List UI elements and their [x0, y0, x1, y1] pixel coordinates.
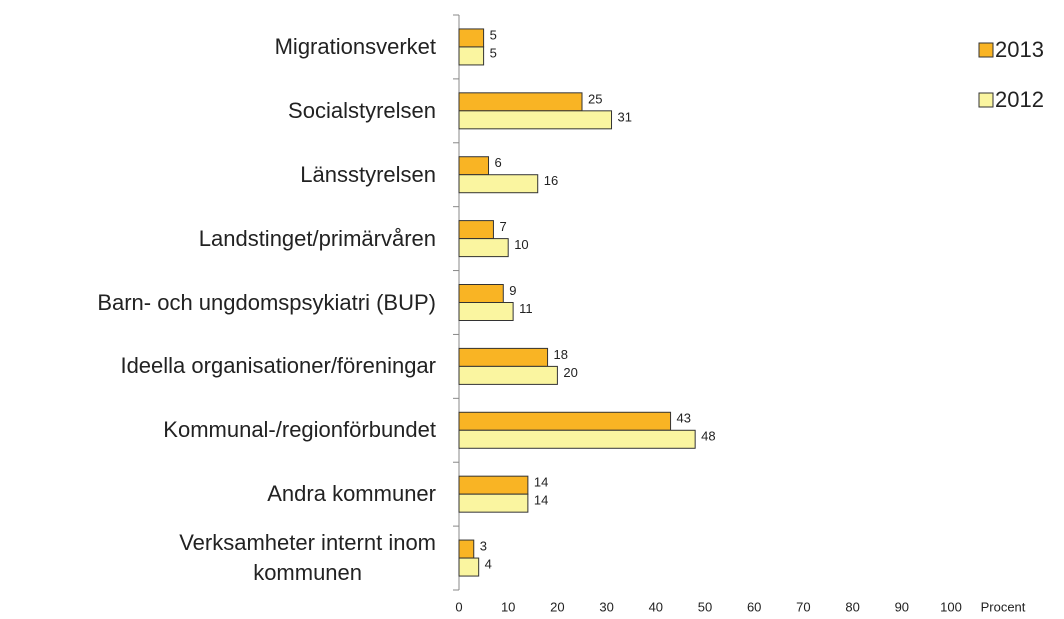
x-tick-label: 0: [455, 599, 462, 614]
data-label: 6: [495, 155, 502, 170]
data-label: 9: [509, 283, 516, 298]
data-label: 10: [514, 237, 528, 252]
bar: [458, 493, 529, 513]
data-label: 48: [701, 429, 715, 444]
y-tick-label: Socialstyrelsen: [288, 97, 436, 123]
bar: [458, 156, 490, 176]
bar: [458, 174, 539, 194]
y-tick-label: Landstinget/primärvåren: [198, 225, 436, 251]
bar: [458, 539, 475, 559]
data-label: 43: [677, 411, 691, 426]
data-label: 20: [563, 365, 577, 380]
legend-label: 2013: [995, 37, 1044, 62]
bar: [458, 110, 613, 130]
x-axis-label: Procent: [981, 599, 1026, 614]
y-tick-label: Länsstyrelsen: [300, 161, 436, 187]
x-tick-label: 50: [698, 599, 712, 614]
bar: [458, 429, 696, 449]
bar: [458, 302, 514, 321]
bar: [458, 46, 485, 66]
legend-swatch: [978, 42, 994, 58]
bar: [458, 28, 485, 48]
y-tick-label: Andra kommuner: [267, 481, 436, 507]
data-label: 18: [554, 347, 568, 362]
x-tick-label: 90: [895, 599, 909, 614]
bar: [458, 238, 509, 258]
legend-swatch: [978, 92, 994, 108]
data-label: 5: [490, 27, 497, 42]
data-label: 16: [544, 173, 558, 188]
bar: [458, 475, 529, 495]
x-tick-label: 40: [649, 599, 663, 614]
data-label: 25: [588, 91, 602, 106]
y-tick-label: Verksamheter internt inom kommunen: [179, 530, 436, 586]
data-label: 4: [485, 556, 492, 571]
legend-label: 2012: [995, 87, 1044, 112]
data-label: 14: [534, 493, 548, 508]
bar: [458, 347, 549, 367]
bar: [458, 411, 672, 431]
x-tick-label: 30: [599, 599, 613, 614]
bar: [458, 365, 558, 385]
bar: [458, 92, 583, 112]
y-tick-label: Migrationsverket: [274, 33, 436, 59]
data-label: 3: [480, 538, 487, 553]
data-label: 11: [519, 301, 533, 316]
x-tick-label: 10: [501, 599, 515, 614]
data-label: 14: [534, 475, 548, 490]
bar: [458, 220, 494, 240]
bar: [458, 284, 504, 303]
data-label: 31: [618, 109, 632, 124]
x-tick-label: 20: [550, 599, 564, 614]
x-tick-label: 70: [796, 599, 810, 614]
x-tick-label: 80: [845, 599, 859, 614]
bar: [458, 557, 480, 577]
x-tick-label: 60: [747, 599, 761, 614]
y-tick-label: Ideella organisationer/föreningar: [120, 353, 436, 379]
y-tick-label: Barn- och ungdomspsykiatri (BUP): [97, 289, 436, 315]
data-label: 5: [490, 45, 497, 60]
data-label: 7: [499, 219, 506, 234]
x-tick-label: 100: [940, 599, 962, 614]
y-tick-label: Kommunal-/regionförbundet: [163, 417, 436, 443]
